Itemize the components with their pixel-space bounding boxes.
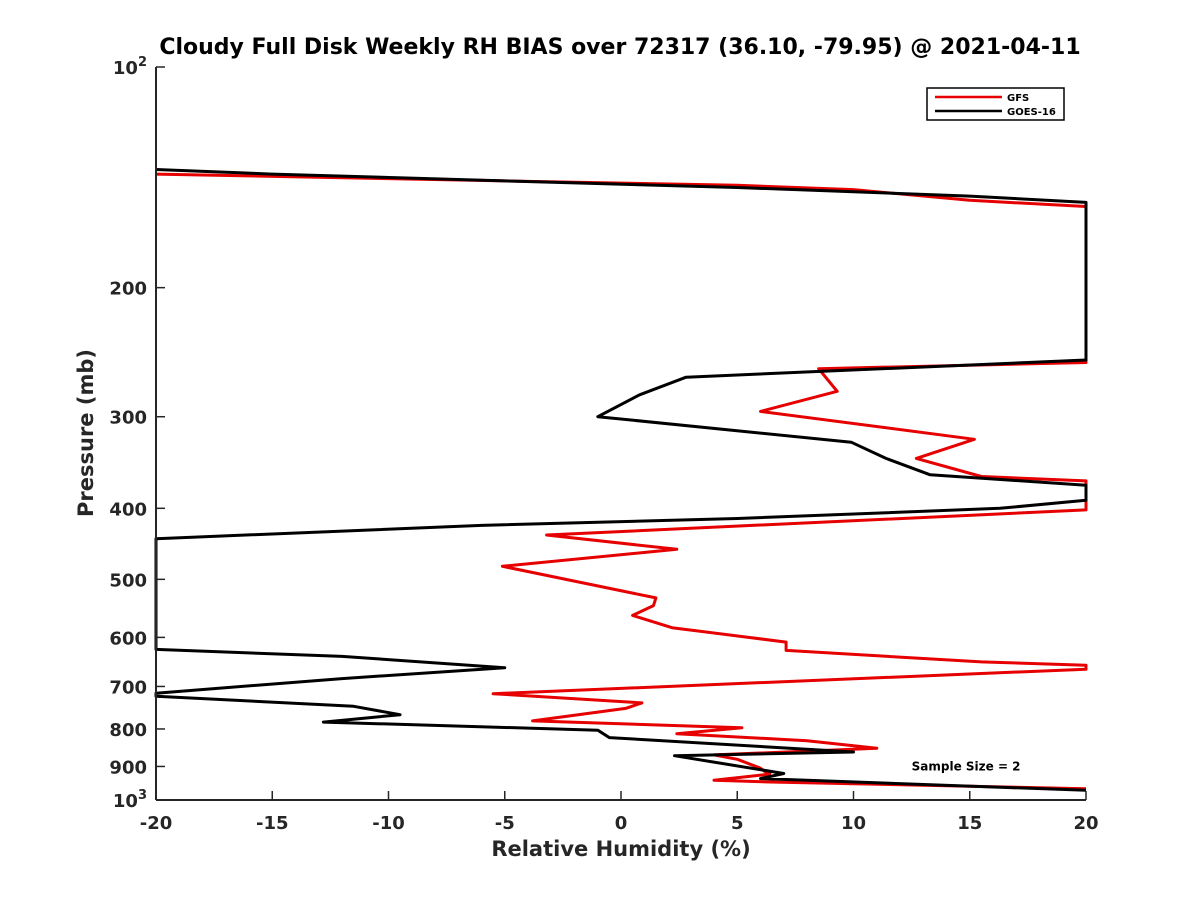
y-tick-label: 500 xyxy=(109,570,147,591)
y-tick-base: 10 xyxy=(113,58,138,79)
series-layer xyxy=(154,168,1088,792)
y-tick-label: 800 xyxy=(109,720,147,741)
legend-label-goes16: GOES-16 xyxy=(1007,107,1056,118)
y-axis-label: Pressure (mb) xyxy=(74,349,98,517)
legend: GFS GOES-16 xyxy=(926,87,1065,121)
y-tick-label: 200 xyxy=(109,279,147,300)
y-tick-label-power: 102 xyxy=(113,55,147,79)
y-tick-label: 900 xyxy=(109,757,147,778)
legend-label-gfs: GFS xyxy=(1007,93,1029,104)
y-tick-exponent: 3 xyxy=(138,788,147,803)
series-line-goes16 xyxy=(154,168,1088,792)
y-tick-exponent: 2 xyxy=(138,55,147,70)
sample-size-annotation: Sample Size = 2 xyxy=(912,759,1021,773)
legend-box xyxy=(926,87,1065,121)
chart-title: Cloudy Full Disk Weekly RH BIAS over 723… xyxy=(159,35,1080,60)
y-tick-label: 600 xyxy=(109,628,147,649)
y-tick-label: 400 xyxy=(109,499,147,520)
x-tick-label: 10 xyxy=(841,813,866,834)
y-tick-label: 700 xyxy=(109,677,147,698)
x-tick-label: -15 xyxy=(256,813,289,834)
x-tick-label: 15 xyxy=(957,813,982,834)
x-tick-label: -5 xyxy=(495,813,515,834)
x-tick-label: 20 xyxy=(1073,813,1098,834)
x-tick-label: -10 xyxy=(372,813,405,834)
y-tick-label: 300 xyxy=(109,408,147,429)
x-ticks: -20 -15 -10 -5 0 5 10 15 20 xyxy=(140,791,1099,834)
y-tick-label-power: 103 xyxy=(113,788,147,812)
x-axis-label: Relative Humidity (%) xyxy=(491,837,750,861)
x-tick-label: 0 xyxy=(615,813,628,834)
x-tick-label: -20 xyxy=(140,813,173,834)
y-tick-base: 10 xyxy=(113,791,138,812)
x-tick-label: 5 xyxy=(731,813,744,834)
